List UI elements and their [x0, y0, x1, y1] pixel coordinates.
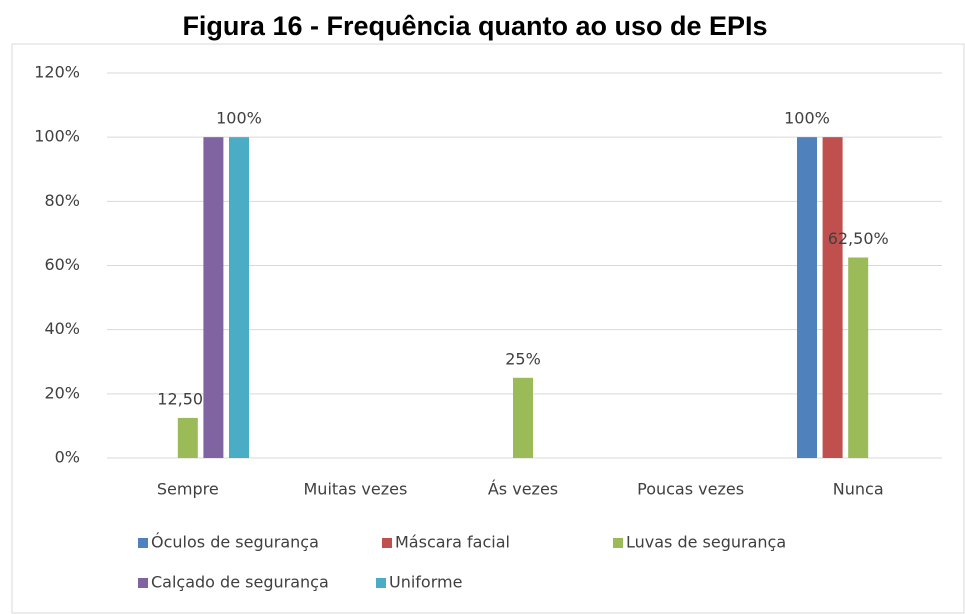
- y-tick-label: 60%: [44, 255, 80, 274]
- legend-swatch: [613, 538, 623, 548]
- y-tick-label: 40%: [44, 319, 80, 338]
- y-tick-label: 80%: [44, 191, 80, 210]
- bar: [177, 417, 198, 458]
- chart-border: [11, 43, 965, 614]
- x-tick-label: Muitas vezes: [304, 480, 408, 499]
- data-label: 25%: [505, 349, 541, 368]
- y-tick-label: 20%: [44, 383, 80, 402]
- legend-label: Óculos de segurança: [151, 533, 319, 552]
- legend-swatch: [138, 538, 148, 548]
- bar: [229, 137, 249, 458]
- bar: [203, 137, 224, 458]
- data-label: 62,50%: [828, 229, 889, 248]
- data-label: 100%: [784, 109, 830, 128]
- bar: [822, 137, 843, 458]
- y-tick-label: 0%: [55, 448, 80, 467]
- x-tick-label: Ás vezes: [488, 480, 558, 499]
- legend-swatch: [138, 578, 148, 588]
- legend-swatch: [382, 538, 392, 548]
- x-tick-label: Nunca: [833, 480, 884, 499]
- legend-label: Máscara facial: [395, 533, 510, 552]
- y-tick-label: 100%: [34, 127, 80, 146]
- data-label: 12,50%: [157, 389, 218, 408]
- bar: [797, 137, 817, 458]
- bar: [848, 257, 869, 458]
- y-tick-label: 120%: [34, 63, 80, 82]
- legend-label: Calçado de segurança: [151, 573, 329, 592]
- x-tick-label: Sempre: [157, 480, 219, 499]
- legend-label: Luvas de segurança: [626, 533, 786, 552]
- data-label: 100%: [216, 109, 262, 128]
- x-tick-label: Poucas vezes: [637, 480, 744, 499]
- bar: [513, 377, 533, 458]
- legend-swatch: [376, 578, 386, 588]
- chart-title: Figura 16 - Frequência quanto ao uso de …: [182, 11, 767, 41]
- legend-label: Uniforme: [389, 573, 462, 592]
